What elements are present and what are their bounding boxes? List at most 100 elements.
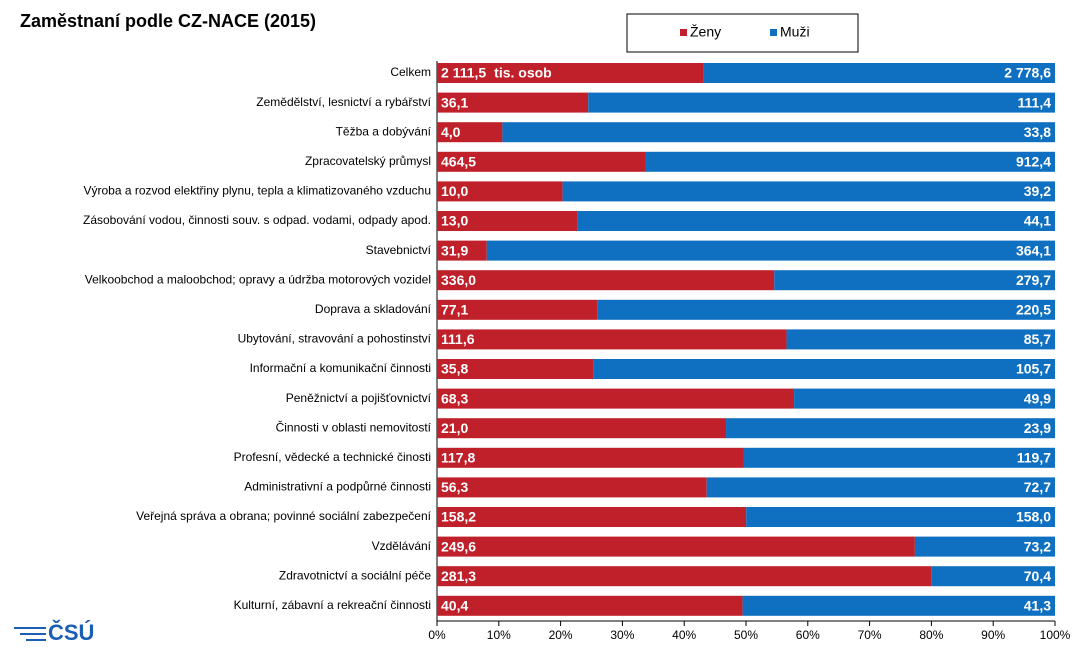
y-tick-label: Činnosti v oblasti nemovitostí — [276, 419, 432, 434]
chart-title: Zaměstnaní podle CZ-NACE (2015) — [20, 11, 316, 31]
data-label: 44,1 — [1024, 213, 1051, 229]
bar-segment — [437, 122, 503, 143]
y-tick-label: Těžba a dobývání — [336, 124, 432, 138]
data-label: 364,1 — [1016, 242, 1051, 258]
bar-segment — [437, 477, 707, 498]
bar-segment — [794, 388, 1055, 409]
legend-label: Muži — [780, 24, 810, 40]
data-label: 119,7 — [1017, 450, 1051, 466]
x-tick-label: 50% — [734, 628, 758, 642]
bar-segment — [502, 122, 1055, 143]
y-tick-label: Zpracovatelský průmysl — [305, 154, 431, 168]
y-tick-label: Veřejná správa a obrana; povinné sociáln… — [136, 509, 432, 523]
bar-segment — [645, 151, 1055, 172]
legend-swatch — [680, 29, 687, 36]
bar-segment — [703, 63, 1055, 83]
bar-segment — [437, 595, 743, 616]
bar-segment — [486, 240, 1055, 261]
x-tick-label: 40% — [672, 628, 696, 642]
data-label: 31,9 — [441, 242, 468, 258]
bar-segment — [914, 536, 1055, 557]
bar-segment — [437, 299, 598, 320]
data-label: 111,6 — [441, 331, 475, 347]
data-label: 111,4 — [1018, 94, 1052, 110]
y-tick-label: Zdravotnictví a sociální péče — [279, 568, 431, 582]
bar-segment — [437, 270, 775, 291]
bar-segment — [597, 299, 1055, 320]
data-label: 77,1 — [441, 302, 468, 318]
bar-segment — [742, 595, 1055, 616]
x-tick-label: 100% — [1040, 628, 1071, 642]
data-label: 158,2 — [441, 509, 476, 525]
bar-segment — [437, 536, 915, 557]
x-tick-label: 80% — [919, 628, 943, 642]
data-label: 249,6 — [441, 538, 476, 554]
bar-segment — [437, 211, 578, 231]
annotation: tis. osob — [494, 65, 552, 81]
bar-segment — [562, 181, 1055, 202]
data-label: 10,0 — [441, 183, 468, 199]
y-tick-label: Výroba a rozvod elektřiny plynu, tepla a… — [83, 184, 431, 198]
bar-segment — [437, 507, 747, 527]
data-label: 35,8 — [441, 361, 468, 377]
bar-segment — [588, 92, 1055, 113]
y-tick-label: Velkoobchod a maloobchod; opravy a údržb… — [85, 272, 431, 286]
bar-segment — [437, 240, 487, 261]
data-label: 23,9 — [1024, 420, 1051, 436]
data-label: 4,0 — [441, 124, 461, 140]
data-label: 49,9 — [1024, 390, 1051, 406]
y-tick-label: Zásobování vodou, činnosti souv. s odpad… — [83, 213, 431, 227]
data-label: 912,4 — [1016, 154, 1051, 170]
bar-segment — [726, 418, 1055, 439]
data-label: 72,7 — [1024, 479, 1051, 495]
data-label: 56,3 — [441, 479, 468, 495]
bar-segment — [437, 359, 594, 379]
logo: ČSÚ — [14, 620, 94, 645]
data-label: 73,2 — [1024, 538, 1051, 554]
data-label: 21,0 — [441, 420, 468, 436]
x-tick-label: 10% — [487, 628, 511, 642]
data-label: 41,3 — [1024, 598, 1051, 614]
data-label: 2 778,6 — [1004, 65, 1051, 81]
y-tick-label: Celkem — [390, 65, 431, 79]
data-label: 70,4 — [1024, 568, 1051, 584]
bar-segment — [786, 329, 1055, 350]
bar-segment — [437, 566, 932, 587]
bar-segment — [577, 211, 1055, 231]
bar-segment — [743, 447, 1055, 468]
bar-segment — [437, 92, 589, 113]
data-label: 39,2 — [1024, 183, 1051, 199]
y-tick-label: Profesní, vědecké a technické činosti — [234, 450, 431, 464]
y-tick-label: Ubytování, stravování a pohostinství — [238, 332, 432, 346]
x-tick-label: 20% — [549, 628, 573, 642]
y-tick-label: Stavebnictví — [366, 243, 432, 257]
legend-swatch — [770, 29, 777, 36]
x-tick-label: 70% — [858, 628, 882, 642]
y-tick-label: Doprava a skladování — [315, 302, 432, 316]
y-tick-label: Informační a komunikační činnosti — [250, 361, 431, 375]
bar-segment — [437, 329, 787, 350]
bar-segment — [931, 566, 1055, 587]
bar-segment — [706, 477, 1055, 498]
data-label: 105,7 — [1016, 361, 1051, 377]
data-label: 117,8 — [441, 450, 475, 466]
data-label: 279,7 — [1016, 272, 1051, 288]
logo-text: ČSÚ — [48, 620, 94, 645]
data-label: 68,3 — [441, 390, 468, 406]
legend-box — [626, 13, 859, 53]
bar-segment — [437, 63, 704, 83]
data-label: 220,5 — [1016, 302, 1051, 318]
x-tick-label: 30% — [610, 628, 634, 642]
x-tick-label: 0% — [428, 628, 446, 642]
legend-label: Ženy — [690, 24, 721, 40]
data-label: 85,7 — [1024, 331, 1051, 347]
y-tick-label: Peněžnictví a pojišťovnictví — [286, 391, 432, 405]
bar-segment — [437, 418, 727, 439]
bar-segment — [437, 388, 795, 409]
y-tick-label: Administrativní a podpůrné činnosti — [244, 480, 431, 494]
bar-segment — [437, 447, 744, 468]
data-label: 36,1 — [441, 94, 468, 110]
data-label: 33,8 — [1024, 124, 1051, 140]
bar-segment — [774, 270, 1055, 291]
